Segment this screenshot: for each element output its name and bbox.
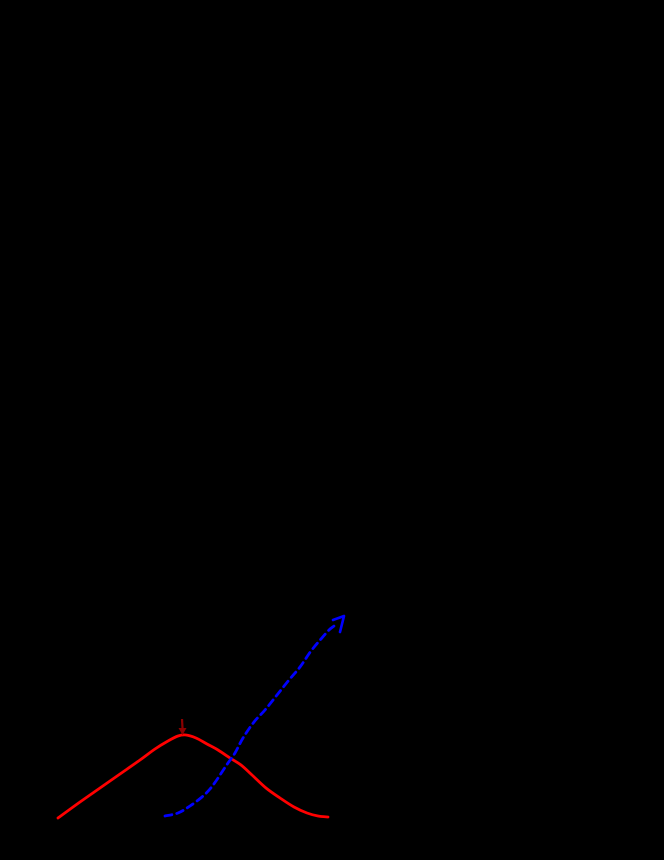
red-peak-arrow-stem — [180, 718, 184, 729]
blue-end-arrowhead — [331, 614, 346, 634]
red-solid-curve-path — [56, 733, 330, 820]
blue-dashed-curve-path — [163, 621, 339, 818]
red-peak-arrow-head — [178, 728, 187, 735]
